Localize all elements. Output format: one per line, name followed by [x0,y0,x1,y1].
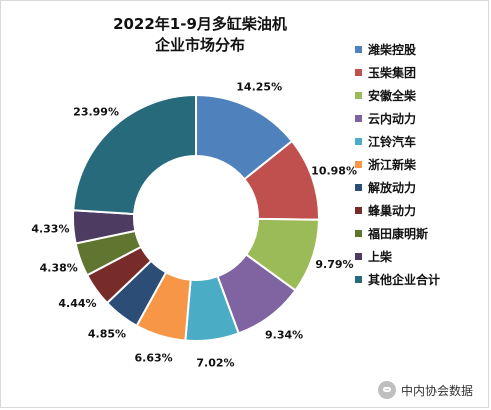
legend-label: 解放动力 [368,181,417,195]
legend-label: 蜂巢动力 [368,204,417,218]
legend-swatch [355,92,362,99]
chart-title-line-2: 企业市场分布 [154,36,245,54]
legend-label: 其他企业合计 [368,273,441,287]
slice-value-label: 9.79% [315,258,353,271]
legend-swatch [355,253,362,260]
legend-label: 福田康明斯 [368,227,429,241]
legend-swatch [355,69,362,76]
slice-value-label: 7.02% [196,357,234,370]
legend-item: 解放动力 [355,176,491,199]
watermark-text: 中内协会数据 [401,383,474,398]
legend-swatch [355,115,362,122]
legend-item: 潍柴控股 [355,38,491,61]
slice-value-label: 9.34% [265,328,303,341]
legend-item: 云内动力 [355,107,491,130]
legend-label: 潍柴控股 [368,43,417,57]
legend-item: 其他企业合计 [355,268,491,291]
legend-swatch [355,161,362,168]
slice-value-label: 6.63% [135,352,173,365]
legend-label: 玉柴集团 [368,66,417,80]
legend-label: 浙江新柴 [368,158,417,172]
slice-value-label: 4.38% [40,262,78,275]
slice-value-label: 4.85% [88,328,126,341]
legend-item: 上柴 [355,245,491,268]
slice-value-label: 14.25% [236,80,282,93]
legend-swatch [355,230,362,237]
legend-swatch [355,207,362,214]
legend-label: 云内动力 [368,112,417,126]
legend-item: 蜂巢动力 [355,199,491,222]
legend-item: 江铃汽车 [355,130,491,153]
legend-item: 安徽全柴 [355,84,491,107]
legend-label: 安徽全柴 [368,89,417,103]
donut-slice [72,93,197,216]
chart-title: 2022年1-9月多缸柴油机 企业市场分布 [60,14,340,56]
slice-value-label: 23.99% [73,106,119,119]
slice-value-label: 10.98% [311,165,357,178]
slice-value-label: 4.44% [58,297,96,310]
legend-item: 浙江新柴 [355,153,491,176]
legend-swatch [355,138,362,145]
legend-swatch [355,276,362,283]
watermark: 中内协会数据 [378,378,473,402]
chart-title-line-1: 2022年1-9月多缸柴油机 [113,15,287,33]
chart-legend: 潍柴控股玉柴集团安徽全柴云内动力江铃汽车浙江新柴解放动力蜂巢动力福田康明斯上柴其… [355,38,491,291]
legend-item: 玉柴集团 [355,61,491,84]
legend-label: 江铃汽车 [368,135,417,149]
legend-item: 福田康明斯 [355,222,491,245]
legend-label: 上柴 [368,250,393,264]
slice-value-label: 4.33% [31,223,69,236]
wechat-icon [378,381,396,399]
legend-swatch [355,46,362,53]
legend-swatch [355,184,362,191]
